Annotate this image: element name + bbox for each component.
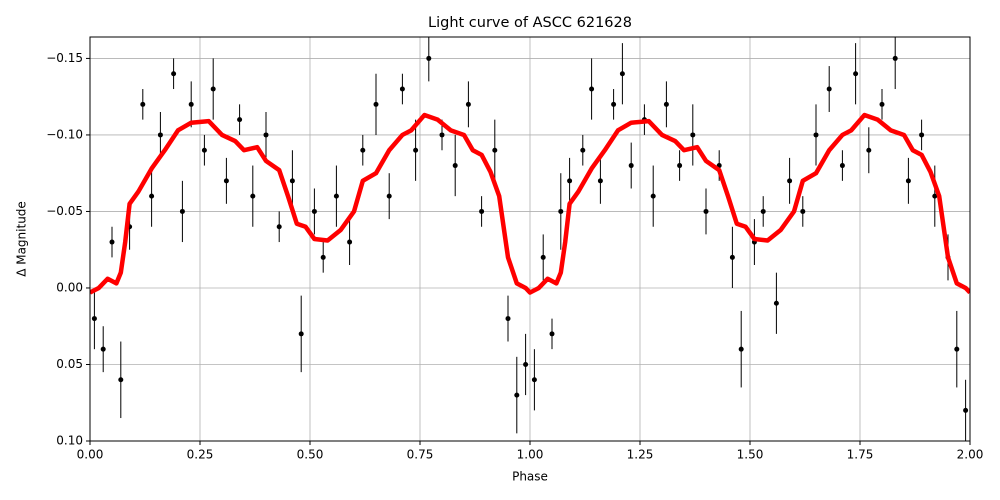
data-point [567,178,573,184]
x-tick-label: 0.00 [77,448,104,462]
x-axis-label: Phase [512,470,548,484]
chart-title: Light curve of ASCC 621628 [428,15,632,31]
data-point [514,392,520,398]
data-point [760,208,766,214]
ticks: 0.00 0.25 0.50 0.75 1.00 1.25 1.50 1.75 2.00 −0.1… [46,51,983,462]
data-point [540,254,546,260]
data-point [963,407,969,413]
data-point [773,300,779,306]
x-tick-label: 0.50 [297,448,324,462]
data-point [91,316,97,322]
data-point [505,316,511,322]
data-point [118,377,124,383]
data-point [157,132,163,138]
y-tick-label: −0.10 [46,127,83,141]
data-point [179,208,185,214]
data-point [919,132,925,138]
data-point [479,208,485,214]
x-tick-label: 2.00 [957,448,984,462]
data-point [250,193,256,199]
plot-area [90,37,970,441]
data-point [580,147,586,153]
data-point [263,132,269,138]
data-point [589,86,595,92]
data-point [879,101,885,107]
data-point [289,178,295,184]
data-point [826,86,832,92]
x-tick-label: 0.25 [187,448,214,462]
x-tick-label: 1.75 [847,448,874,462]
data-point [549,331,555,337]
y-tick-label: 0.10 [56,434,83,448]
data-point [800,208,806,214]
y-tick-label: 0.05 [56,357,83,371]
data-point [738,346,744,352]
y-tick-label: 0.00 [56,280,83,294]
data-point [171,71,177,77]
data-point [492,147,498,153]
data-point [663,101,669,107]
data-point [452,163,458,169]
data-point [223,178,229,184]
data-point [373,101,379,107]
data-point [210,86,216,92]
data-point [853,71,859,77]
data-point [628,163,634,169]
data-point [677,163,683,169]
data-point [787,178,793,184]
data-point [237,117,243,123]
data-point [100,346,106,352]
x-tick-label: 1.50 [737,448,764,462]
data-point [932,193,938,199]
data-point [690,132,696,138]
data-point [905,178,911,184]
grid [89,37,971,442]
data-point [386,193,392,199]
data-point [426,55,432,61]
data-point [839,163,845,169]
data-point [140,101,146,107]
data-point [439,132,445,138]
data-point [866,147,872,153]
data-point [523,361,529,367]
data-point [703,208,709,214]
data-point [298,331,304,337]
data-point [276,224,282,230]
data-point [813,132,819,138]
data-point [311,208,317,214]
data-point [109,239,115,245]
y-axis-label: Δ Magnitude [15,201,29,277]
data-point [597,178,603,184]
data-point [465,101,471,107]
data-point [320,254,326,260]
data-point [619,71,625,77]
data-point [611,101,617,107]
data-point [333,193,339,199]
data-point [347,239,353,245]
data-point [188,101,194,107]
y-tick-label: −0.15 [46,51,83,65]
data-point [413,147,419,153]
x-tick-label: 1.00 [517,448,544,462]
data-point [892,55,898,61]
x-tick-label: 1.25 [627,448,654,462]
binned-curve [90,112,970,295]
data-point [201,147,207,153]
y-tick-label: −0.05 [46,204,83,218]
data-point [954,346,960,352]
data-point [558,208,564,214]
data-point [149,193,155,199]
data-point [399,86,405,92]
data-point [729,254,735,260]
x-tick-label: 0.75 [407,448,434,462]
data-point [531,377,537,383]
data-point [650,193,656,199]
data-point [360,147,366,153]
